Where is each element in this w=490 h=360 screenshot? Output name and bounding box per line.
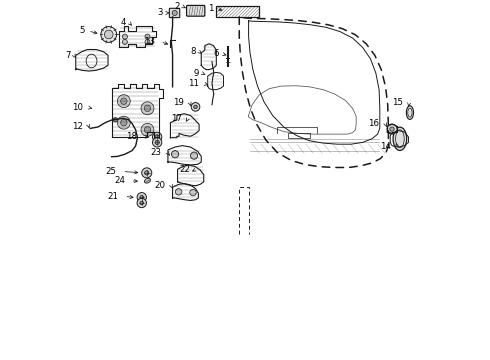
Ellipse shape xyxy=(406,106,414,120)
FancyBboxPatch shape xyxy=(187,5,205,16)
Circle shape xyxy=(118,116,130,129)
Circle shape xyxy=(140,195,144,199)
Circle shape xyxy=(142,168,152,178)
Text: 10: 10 xyxy=(72,103,83,112)
Text: 12: 12 xyxy=(72,122,83,131)
Text: 19: 19 xyxy=(173,98,184,107)
Text: 18: 18 xyxy=(126,132,137,141)
Circle shape xyxy=(121,98,127,104)
Circle shape xyxy=(152,138,162,147)
Text: 5: 5 xyxy=(79,26,85,35)
Text: 16: 16 xyxy=(368,119,379,128)
FancyBboxPatch shape xyxy=(170,8,180,18)
Circle shape xyxy=(104,30,113,39)
Ellipse shape xyxy=(145,178,150,183)
Text: 7: 7 xyxy=(66,51,71,60)
Text: 17: 17 xyxy=(171,114,182,123)
Circle shape xyxy=(390,127,394,131)
Circle shape xyxy=(152,132,162,142)
Circle shape xyxy=(191,152,197,159)
Text: 6: 6 xyxy=(214,49,219,58)
Circle shape xyxy=(155,135,159,139)
Text: 13: 13 xyxy=(144,37,155,46)
Circle shape xyxy=(122,34,127,39)
Circle shape xyxy=(191,103,200,111)
Ellipse shape xyxy=(393,127,407,150)
Bar xyxy=(216,6,259,17)
Circle shape xyxy=(175,189,182,195)
Text: 1: 1 xyxy=(208,4,214,13)
Text: 14: 14 xyxy=(380,142,392,151)
Circle shape xyxy=(141,123,154,136)
Circle shape xyxy=(101,27,117,42)
Circle shape xyxy=(145,34,150,39)
Circle shape xyxy=(137,198,147,208)
Text: 11: 11 xyxy=(188,80,199,89)
Text: 20: 20 xyxy=(154,181,166,190)
Circle shape xyxy=(194,105,197,109)
Circle shape xyxy=(113,118,118,122)
Circle shape xyxy=(122,40,127,45)
Text: 21: 21 xyxy=(108,192,119,201)
Text: 4: 4 xyxy=(121,18,126,27)
Circle shape xyxy=(121,120,127,126)
Text: 24: 24 xyxy=(114,176,125,185)
Text: 8: 8 xyxy=(191,47,196,56)
Circle shape xyxy=(190,189,196,196)
Circle shape xyxy=(144,105,151,112)
Circle shape xyxy=(141,102,154,115)
Circle shape xyxy=(145,40,150,45)
Circle shape xyxy=(172,150,179,158)
Text: 25: 25 xyxy=(106,167,117,176)
Circle shape xyxy=(155,140,159,144)
Circle shape xyxy=(145,171,149,175)
Text: 22: 22 xyxy=(179,165,191,174)
Circle shape xyxy=(137,193,147,202)
Text: 23: 23 xyxy=(151,148,162,157)
Text: 2: 2 xyxy=(174,2,180,11)
Text: 3: 3 xyxy=(158,8,163,17)
Circle shape xyxy=(118,95,130,108)
Circle shape xyxy=(172,10,177,15)
Circle shape xyxy=(387,124,397,134)
Circle shape xyxy=(140,201,144,205)
Text: 9: 9 xyxy=(194,69,199,78)
Text: 15: 15 xyxy=(392,98,403,107)
Bar xyxy=(288,134,310,138)
Circle shape xyxy=(144,127,151,133)
